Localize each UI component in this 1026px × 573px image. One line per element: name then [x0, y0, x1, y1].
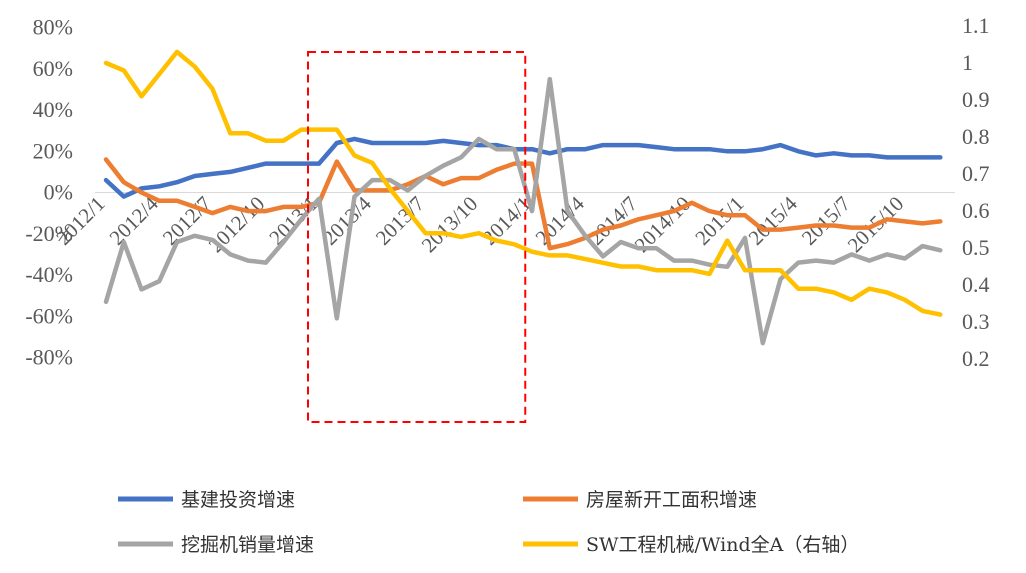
legend-label-sw-machinery-ratio: SW工程机械/Wind全A（右轴） — [586, 534, 859, 556]
left-tick-label: 20% — [33, 138, 73, 163]
right-tick-label: 0.8 — [962, 124, 990, 149]
left-tick-label: 80% — [33, 15, 73, 40]
x-tick-label: 2013/10 — [417, 192, 483, 258]
series-line-1 — [103, 157, 943, 251]
right-tick-label: 0.2 — [962, 346, 990, 371]
series-line-0 — [103, 136, 943, 199]
legend-label-housing-starts: 房屋新开工面积增速 — [586, 489, 757, 511]
legend-item-sw-machinery-ratio: SW工程机械/Wind全A（右轴） — [523, 534, 859, 556]
right-tick-label: 0.6 — [962, 198, 990, 223]
legend-item-excavator-sales: 挖掘机销量增速 — [118, 534, 314, 556]
right-tick-label: 0.4 — [962, 272, 990, 297]
series-line-2 — [103, 76, 943, 346]
right-tick-label: 0.5 — [962, 235, 990, 260]
legend-item-housing-starts: 房屋新开工面积增速 — [523, 489, 757, 511]
legend-item-infrastructure: 基建投资增速 — [118, 489, 295, 511]
right-tick-label: 0.7 — [962, 161, 990, 186]
series-lines — [103, 49, 943, 346]
highlight-dashed-box — [307, 51, 527, 423]
left-tick-label: -40% — [25, 262, 73, 287]
legend-label-excavator-sales: 挖掘机销量增速 — [181, 534, 314, 556]
right-axis: 1.1 1 0.9 0.8 0.7 0.6 0.5 0.4 0.3 0.2 — [962, 13, 990, 371]
series-line-3 — [103, 49, 943, 317]
x-tick-label: 2015/1 — [690, 192, 748, 250]
left-tick-label: 60% — [33, 56, 73, 81]
left-tick-label: 40% — [33, 97, 73, 122]
right-tick-label: 0.9 — [962, 87, 990, 112]
x-tick-label: 2013/1 — [264, 192, 322, 250]
left-tick-label: -80% — [25, 345, 73, 370]
x-tick-label: 2012/10 — [204, 192, 270, 258]
right-tick-label: 1 — [962, 50, 973, 75]
left-tick-label: 0% — [44, 180, 73, 205]
left-axis: 80% 60% 40% 20% 0% -20% -40% -60% -80% — [25, 15, 73, 370]
left-tick-label: -60% — [25, 303, 73, 328]
legend-label-infrastructure: 基建投资增速 — [181, 489, 295, 511]
right-tick-label: 0.3 — [962, 309, 990, 334]
legend: 基建投资增速 房屋新开工面积增速 挖掘机销量增速 SW工程机械/Wind全A（右… — [118, 489, 859, 556]
right-tick-label: 1.1 — [962, 13, 990, 38]
left-tick-label: -20% — [25, 221, 73, 246]
